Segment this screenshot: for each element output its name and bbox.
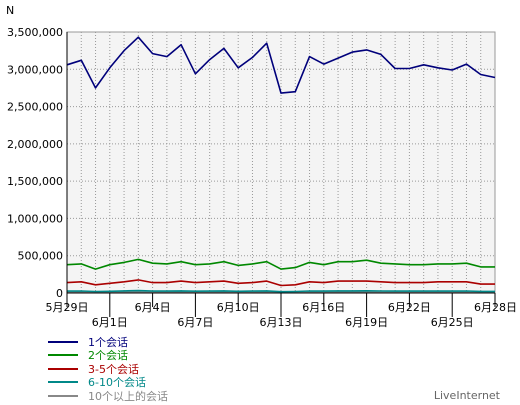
y-axis-label: N: [6, 4, 14, 17]
legend-item: 1个会话: [48, 335, 168, 349]
legend-swatch: [48, 354, 78, 357]
legend: 1个会话 2个会话 3-5个会话 6-10个会话 10个以上的会话: [48, 335, 168, 403]
grid: [67, 31, 495, 293]
legend-label: 3-5个会话: [88, 362, 139, 376]
legend-swatch: [48, 340, 78, 343]
series-line: [66, 36, 496, 94]
legend-label: 10个以上的会话: [88, 389, 168, 403]
legend-item: 2个会话: [48, 349, 168, 363]
y-tick-label: 2,000,000: [7, 138, 63, 151]
x-tick-label: 6月22日: [388, 301, 431, 314]
x-tick-label: 6月13日: [260, 316, 303, 329]
legend-label: 6-10个会话: [88, 376, 146, 390]
x-tick-label: 6月1日: [92, 316, 128, 329]
y-tick-label: 0: [56, 287, 63, 300]
series-line: [66, 258, 495, 270]
x-tick-label: 5月29日: [46, 301, 89, 314]
x-tick-label: 6月16日: [302, 301, 345, 314]
y-tick-label: 3,500,000: [7, 26, 63, 39]
legend-label: 2个会话: [88, 349, 128, 363]
x-tick-label: 6月10日: [217, 301, 260, 314]
legend-swatch: [48, 367, 78, 370]
plot-area: [66, 31, 496, 294]
y-tick-label: 3,000,000: [7, 63, 63, 76]
x-tick-label: 6月4日: [135, 301, 171, 314]
legend-item: 3-5个会话: [48, 362, 168, 376]
x-tick-label: 6月28日: [474, 301, 517, 314]
legend-item: 6-10个会话: [48, 376, 168, 390]
legend-label: 1个会话: [88, 335, 128, 349]
y-tick-label: 1,000,000: [7, 212, 63, 225]
y-tick-label: 2,500,000: [7, 101, 63, 114]
x-tick-label: 6月25日: [431, 316, 474, 329]
y-tick-label: 500,000: [18, 250, 64, 263]
y-tick-label: 1,500,000: [7, 175, 63, 188]
series-line: [66, 289, 495, 293]
legend-swatch: [48, 394, 78, 397]
brand-label: LiveInternet: [433, 389, 500, 402]
x-tick-label: 6月7日: [177, 316, 213, 329]
y-tick-labels: 0 500,000 1,000,000 1,500,000 2,000,000 2,500…: [7, 26, 63, 300]
series-line: [66, 279, 495, 287]
series-lines: [66, 36, 496, 294]
legend-swatch: [48, 381, 78, 384]
legend-item: 10个以上的会话: [48, 389, 168, 403]
x-tick-label: 6月19日: [345, 316, 388, 329]
x-tick-labels: 5月29日 6月4日 6月10日 6月16日 6月22日 6月28日 6月1日 6月7日 6月1…: [46, 293, 517, 329]
